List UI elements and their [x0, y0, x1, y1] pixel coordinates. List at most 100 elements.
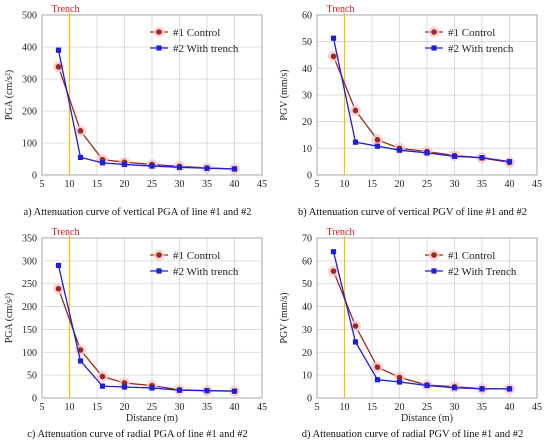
- x-tick-label: 25: [422, 402, 432, 413]
- legend-label: #1 Control: [173, 250, 220, 262]
- x-tick-label: 5: [40, 179, 45, 190]
- series-marker-point: [121, 161, 128, 168]
- series-marker-point: [374, 143, 381, 149]
- x-tick-label: 45: [257, 179, 267, 190]
- chart-panel-d: Trench 0 10 20 30 40 50 60 70 5 10 15 20 25 30 35 40 45 PG…: [275, 223, 550, 446]
- legend-marker: [156, 29, 162, 35]
- series-marker-point: [451, 385, 458, 391]
- y-tick-label: 0: [307, 171, 312, 182]
- series-marker-point: [330, 249, 337, 255]
- x-tick-label: 20: [395, 402, 405, 413]
- x-tick-label: 30: [450, 179, 460, 190]
- y-axis-label: PGV (mm/s): [279, 69, 290, 120]
- y-tick-label: 0: [32, 394, 37, 405]
- trench-label: Trench: [52, 4, 80, 15]
- x-tick-label: 15: [367, 402, 377, 413]
- series-marker-point: [231, 166, 238, 172]
- x-tick-label: 25: [147, 402, 157, 413]
- series-line-2: [57, 265, 235, 392]
- chart-vertical-pgv: Trench 0 10 20 30 40 50 60 5 10 15 20 25 30 35 40 45 PGV …: [279, 4, 542, 190]
- y-tick-label: 100: [22, 348, 37, 359]
- chart-panel-a: Trench 0 100 200 300 400 500 5 10 15 20 25 30 35 40 45 P…: [0, 0, 275, 223]
- chart-radial-pgv: Trench 0 10 20 30 40 50 60 70 5 10 15 20 25 30 35 40 45 PG…: [279, 227, 542, 424]
- y-tick-label: 40: [302, 302, 312, 313]
- series-marker-point: [204, 388, 210, 394]
- y-tick-label: 200: [22, 107, 37, 118]
- series-marker-point: [396, 379, 403, 385]
- legend-marker: [156, 268, 162, 274]
- chart-caption: b) Attenuation curve of vertical PGV of …: [297, 207, 527, 218]
- chart-radial-pga: Trench 0 50 100 150 200 250 300 350 5 10 15 20 25 30 35…: [4, 227, 267, 424]
- series-line-1: [332, 270, 510, 390]
- y-tick-label: 400: [22, 43, 37, 54]
- series-marker-point: [396, 374, 403, 381]
- series-marker-point: [506, 159, 513, 165]
- legend-label: #2 With trench: [173, 43, 239, 55]
- x-tick-label: 30: [450, 402, 460, 413]
- series-marker-point: [204, 165, 210, 171]
- x-tick-label: 5: [315, 179, 320, 190]
- x-tick-label: 35: [202, 402, 212, 413]
- series-marker-point: [352, 323, 359, 329]
- series-marker-point: [424, 382, 430, 389]
- chart-caption: a) Attenuation curve of vertical PGA of …: [23, 207, 252, 218]
- trench-label: Trench: [52, 227, 80, 238]
- series-marker-point: [479, 155, 485, 161]
- trench-label: Trench: [327, 227, 355, 238]
- y-tick-label: 300: [22, 75, 37, 86]
- y-axis-label: PGA (cm/s²): [4, 293, 15, 344]
- series-marker-point: [176, 164, 183, 170]
- series-marker-point: [479, 386, 485, 392]
- series-marker-point: [506, 386, 513, 392]
- y-tick-label: 30: [302, 325, 312, 336]
- legend-marker: [431, 268, 437, 274]
- series-marker-point: [77, 128, 84, 134]
- legend-marker: [431, 29, 437, 35]
- x-tick-label: 10: [340, 179, 350, 190]
- series-marker-point: [451, 153, 458, 159]
- y-tick-label: 40: [302, 64, 312, 75]
- x-tick-label: 15: [92, 402, 102, 413]
- series-marker-point: [121, 380, 128, 386]
- x-tick-label: 40: [505, 179, 515, 190]
- series-marker-point: [77, 154, 84, 160]
- legend-label: #1 Control: [448, 27, 495, 39]
- x-tick-label: 30: [175, 402, 185, 413]
- y-axis-label: PGV (mm/s): [279, 292, 290, 343]
- x-tick-label: 25: [422, 179, 432, 190]
- x-tick-label: 40: [505, 402, 515, 413]
- x-axis-label: Distance (m): [126, 413, 178, 424]
- plot-frame: [41, 237, 263, 399]
- x-tick-label: 25: [147, 179, 157, 190]
- x-tick-label: 15: [92, 179, 102, 190]
- series-marker-point: [374, 364, 381, 370]
- series-marker-point: [149, 385, 155, 391]
- legend-marker: [431, 45, 437, 51]
- x-tick-label: 40: [230, 402, 240, 413]
- legend-marker: [156, 45, 162, 51]
- x-tick-label: 20: [120, 402, 130, 413]
- series-marker-point: [55, 64, 62, 70]
- y-tick-label: 50: [302, 37, 312, 48]
- x-tick-label: 20: [395, 179, 405, 190]
- y-tick-label: 350: [22, 234, 37, 245]
- y-tick-label: 20: [302, 348, 312, 359]
- y-tick-label: 20: [302, 117, 312, 128]
- x-tick-label: 35: [202, 179, 212, 190]
- legend-label: #1 Control: [448, 250, 495, 262]
- y-tick-label: 200: [22, 302, 37, 313]
- x-tick-label: 35: [477, 179, 487, 190]
- y-tick-label: 0: [307, 394, 312, 405]
- series-marker-point: [330, 53, 337, 60]
- x-axis-label: Distance (m): [401, 413, 453, 424]
- series-marker-point: [374, 137, 381, 143]
- legend-label: #2 With trench: [448, 43, 514, 55]
- series-line-2: [57, 50, 235, 170]
- x-tick-label: 20: [120, 179, 130, 190]
- series-marker-point: [55, 285, 62, 292]
- x-tick-label: 5: [315, 402, 320, 413]
- x-tick-label: 30: [175, 179, 185, 190]
- series-marker-point: [352, 139, 359, 145]
- y-tick-label: 150: [22, 325, 37, 336]
- series-line-1: [57, 288, 235, 392]
